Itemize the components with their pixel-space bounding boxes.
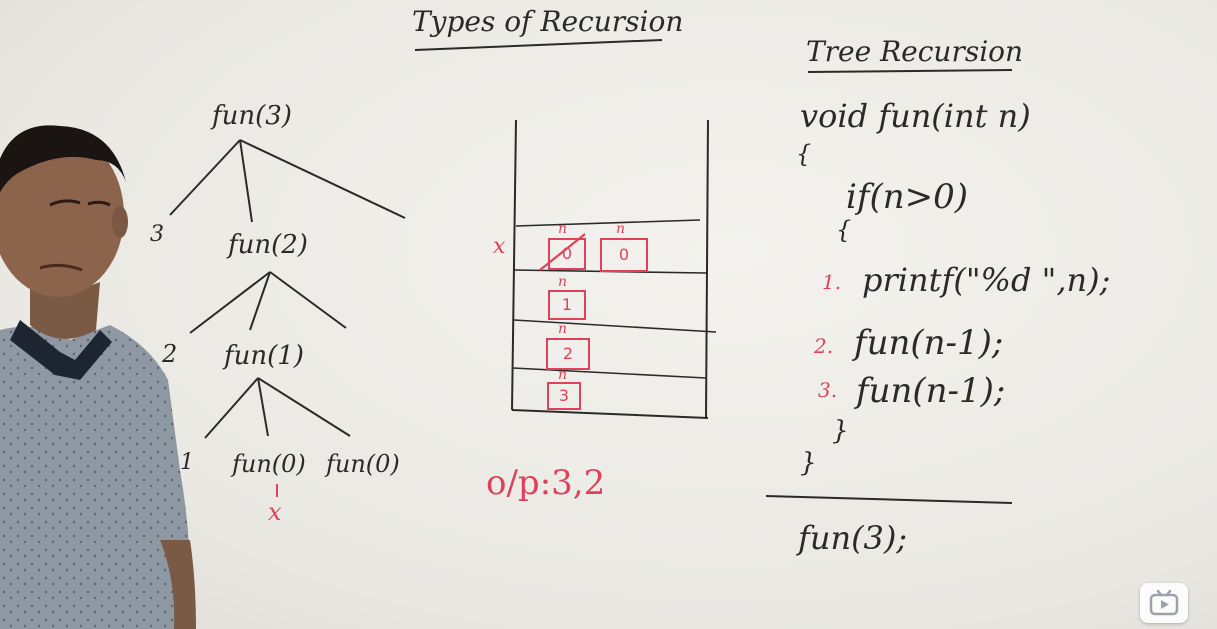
code-brace-open: {: [796, 140, 812, 168]
frame-var-label: n: [558, 221, 568, 237]
code-signature: void fun(int n): [800, 97, 1031, 135]
tree-output-1: 1: [180, 450, 194, 475]
tree-leaf-right: fun(0): [326, 450, 400, 478]
play-icon: [1149, 590, 1179, 616]
step-number: 2.: [814, 334, 834, 358]
stack-frame: 1: [548, 290, 586, 320]
tree-edge-root-mid: [239, 139, 253, 223]
step-number: 3.: [818, 378, 838, 402]
video-play-button[interactable]: [1140, 583, 1188, 623]
stack-wall-left: [511, 119, 517, 411]
code-if: if(n>0): [846, 177, 969, 217]
frame-var-label: n: [558, 367, 568, 383]
code-brace-close-2: }: [832, 416, 849, 446]
subtitle-underline: [807, 69, 1013, 73]
tree-edge-2-mid: [249, 271, 271, 331]
code-printf: printf("%d ",n);: [862, 261, 1111, 299]
presenter: [0, 125, 196, 629]
page-title: Types of Recursion: [412, 5, 684, 38]
tree-node-2: fun(2): [228, 230, 308, 260]
tree-edge-1-right: [257, 377, 351, 437]
stack-divider-1: [515, 219, 701, 227]
tree-edge-1-mid: [257, 377, 269, 437]
title-underline: [414, 39, 663, 51]
tree-edge-2-right: [269, 271, 347, 329]
stack-bottom: [511, 409, 709, 419]
tree-edge-root-right: [239, 139, 406, 219]
tree-output-3: 3: [150, 222, 164, 247]
stack-cross-mark: x: [493, 234, 506, 259]
code-main-call: fun(3);: [798, 519, 908, 557]
stack-frame: 0: [600, 238, 648, 272]
frame-var-label: n: [558, 274, 568, 290]
stack-wall-right: [705, 119, 709, 419]
tree-leaf-left: fun(0): [232, 450, 306, 478]
code-divider: [765, 495, 1013, 504]
stack-frame: 2: [546, 338, 590, 370]
stack-divider-4: [512, 367, 707, 379]
code-brace-open-2: {: [836, 216, 852, 244]
tree-node-1: fun(1): [224, 341, 304, 371]
code-call-1: fun(n-1);: [854, 323, 1004, 363]
tree-edge-1-left: [204, 377, 259, 439]
tree-node-root: fun(3): [212, 101, 292, 131]
stack-divider-3: [513, 319, 717, 333]
section-title: Tree Recursion: [806, 35, 1024, 68]
step-number: 1.: [822, 270, 842, 294]
frame-var-label: n: [558, 321, 568, 337]
tree-output-2: 2: [162, 340, 178, 368]
tree-edge-root-left: [169, 139, 241, 216]
stack-frame: 0: [548, 238, 586, 270]
tree-edge-2-left: [189, 271, 271, 334]
code-call-2: fun(n-1);: [856, 371, 1006, 411]
frame-strike: [539, 233, 586, 271]
code-brace-close: }: [800, 448, 817, 478]
tree-cross-mark: x: [268, 498, 282, 526]
program-output: o/p:3,2: [486, 463, 606, 503]
frame-var-label: n: [616, 221, 626, 237]
stack-frame: 3: [547, 382, 581, 410]
